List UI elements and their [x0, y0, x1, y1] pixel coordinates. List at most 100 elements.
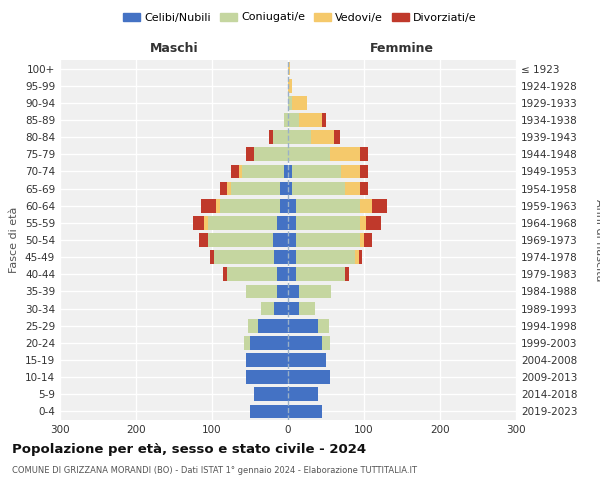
- Bar: [288, 319, 319, 332]
- Bar: [210, 250, 214, 264]
- Legend: Celibi/Nubili, Coniugati/e, Vedovi/e, Divorziati/e: Celibi/Nubili, Coniugati/e, Vedovi/e, Di…: [119, 8, 481, 27]
- Bar: [296, 216, 360, 230]
- Bar: [254, 148, 288, 161]
- Bar: [360, 148, 368, 161]
- Bar: [322, 336, 330, 349]
- Bar: [288, 96, 292, 110]
- Bar: [292, 96, 307, 110]
- Bar: [257, 319, 288, 332]
- Bar: [227, 268, 277, 281]
- Bar: [288, 62, 290, 76]
- Bar: [345, 182, 360, 196]
- Bar: [250, 404, 288, 418]
- Bar: [223, 268, 227, 281]
- Bar: [205, 216, 208, 230]
- Bar: [371, 199, 387, 212]
- Bar: [250, 336, 288, 349]
- Bar: [242, 164, 284, 178]
- Bar: [231, 164, 239, 178]
- Bar: [288, 216, 296, 230]
- Bar: [193, 216, 205, 230]
- Y-axis label: Anni di nascita: Anni di nascita: [594, 198, 600, 281]
- Bar: [296, 199, 360, 212]
- Bar: [355, 250, 359, 264]
- Bar: [360, 164, 368, 178]
- Bar: [296, 233, 360, 247]
- Bar: [208, 216, 277, 230]
- Bar: [322, 113, 326, 127]
- Bar: [334, 130, 340, 144]
- Bar: [288, 336, 322, 349]
- Bar: [260, 302, 274, 316]
- Bar: [288, 199, 296, 212]
- Bar: [220, 199, 280, 212]
- Bar: [274, 250, 288, 264]
- Bar: [311, 130, 334, 144]
- Bar: [288, 284, 299, 298]
- Bar: [284, 113, 288, 127]
- Bar: [288, 79, 292, 92]
- Bar: [299, 113, 322, 127]
- Bar: [319, 319, 329, 332]
- Bar: [288, 182, 292, 196]
- Bar: [214, 250, 274, 264]
- Bar: [216, 199, 220, 212]
- Bar: [254, 388, 288, 401]
- Bar: [277, 284, 288, 298]
- Bar: [280, 199, 288, 212]
- Bar: [239, 164, 242, 178]
- Bar: [288, 130, 311, 144]
- Bar: [360, 199, 371, 212]
- Bar: [277, 268, 288, 281]
- Bar: [292, 182, 345, 196]
- Text: Femmine: Femmine: [370, 42, 434, 55]
- Bar: [296, 268, 345, 281]
- Bar: [360, 233, 364, 247]
- Bar: [284, 164, 288, 178]
- Y-axis label: Fasce di età: Fasce di età: [10, 207, 19, 273]
- Bar: [273, 233, 288, 247]
- Bar: [277, 216, 288, 230]
- Bar: [246, 148, 254, 161]
- Bar: [292, 164, 341, 178]
- Bar: [330, 148, 360, 161]
- Text: Maschi: Maschi: [149, 42, 199, 55]
- Bar: [273, 130, 288, 144]
- Bar: [288, 302, 299, 316]
- Text: Popolazione per età, sesso e stato civile - 2024: Popolazione per età, sesso e stato civil…: [12, 442, 366, 456]
- Bar: [199, 233, 208, 247]
- Bar: [360, 216, 366, 230]
- Bar: [244, 336, 250, 349]
- Bar: [364, 233, 371, 247]
- Bar: [288, 268, 296, 281]
- Bar: [200, 199, 216, 212]
- Bar: [359, 250, 362, 264]
- Bar: [220, 182, 227, 196]
- Bar: [246, 353, 288, 367]
- Text: COMUNE DI GRIZZANA MORANDI (BO) - Dati ISTAT 1° gennaio 2024 - Elaborazione TUTT: COMUNE DI GRIZZANA MORANDI (BO) - Dati I…: [12, 466, 417, 475]
- Bar: [269, 130, 273, 144]
- Bar: [288, 113, 299, 127]
- Bar: [288, 388, 319, 401]
- Bar: [246, 370, 288, 384]
- Bar: [288, 233, 296, 247]
- Bar: [341, 164, 360, 178]
- Bar: [231, 182, 280, 196]
- Bar: [345, 268, 349, 281]
- Bar: [296, 250, 355, 264]
- Bar: [288, 353, 326, 367]
- Bar: [299, 284, 331, 298]
- Bar: [274, 302, 288, 316]
- Bar: [288, 370, 330, 384]
- Bar: [288, 250, 296, 264]
- Bar: [288, 404, 322, 418]
- Bar: [288, 148, 330, 161]
- Bar: [248, 319, 257, 332]
- Bar: [246, 284, 277, 298]
- Bar: [280, 182, 288, 196]
- Bar: [288, 164, 292, 178]
- Bar: [227, 182, 231, 196]
- Bar: [366, 216, 382, 230]
- Bar: [360, 182, 368, 196]
- Bar: [208, 233, 273, 247]
